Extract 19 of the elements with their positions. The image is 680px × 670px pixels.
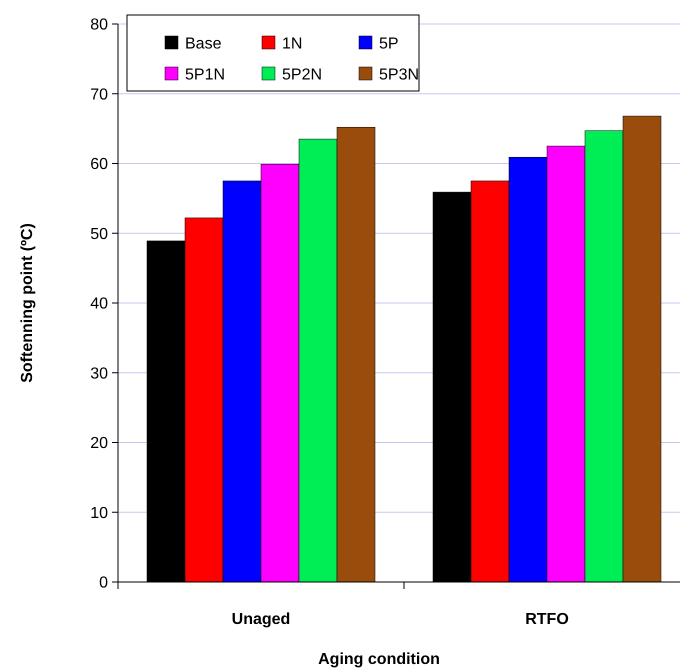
y-axis-title: Softenning point (ºC) (19, 223, 36, 383)
legend-label: 5P2N (282, 66, 322, 84)
y-tick-label: 70 (90, 86, 108, 104)
legend-label: Base (185, 36, 222, 53)
y-tick-label: 60 (90, 156, 108, 174)
legend-label: 5P (379, 36, 399, 53)
y-tick-label: 50 (90, 226, 108, 243)
y-tick-label: 30 (90, 365, 108, 382)
legend-label: 1N (282, 36, 302, 53)
x-tick-label: Unaged (232, 611, 290, 628)
y-tick-label: 10 (90, 504, 108, 522)
y-tick-label: 20 (90, 435, 108, 452)
legend-label: 5P3N (379, 66, 420, 84)
y-tick-label: 40 (90, 296, 108, 313)
x-tick-label: RTFO (525, 611, 569, 628)
y-tick-label: 80 (90, 16, 108, 34)
x-axis-title: Aging condition (318, 651, 440, 668)
y-tick-label: 0 (99, 574, 108, 592)
legend-label: 5P1N (185, 66, 226, 84)
